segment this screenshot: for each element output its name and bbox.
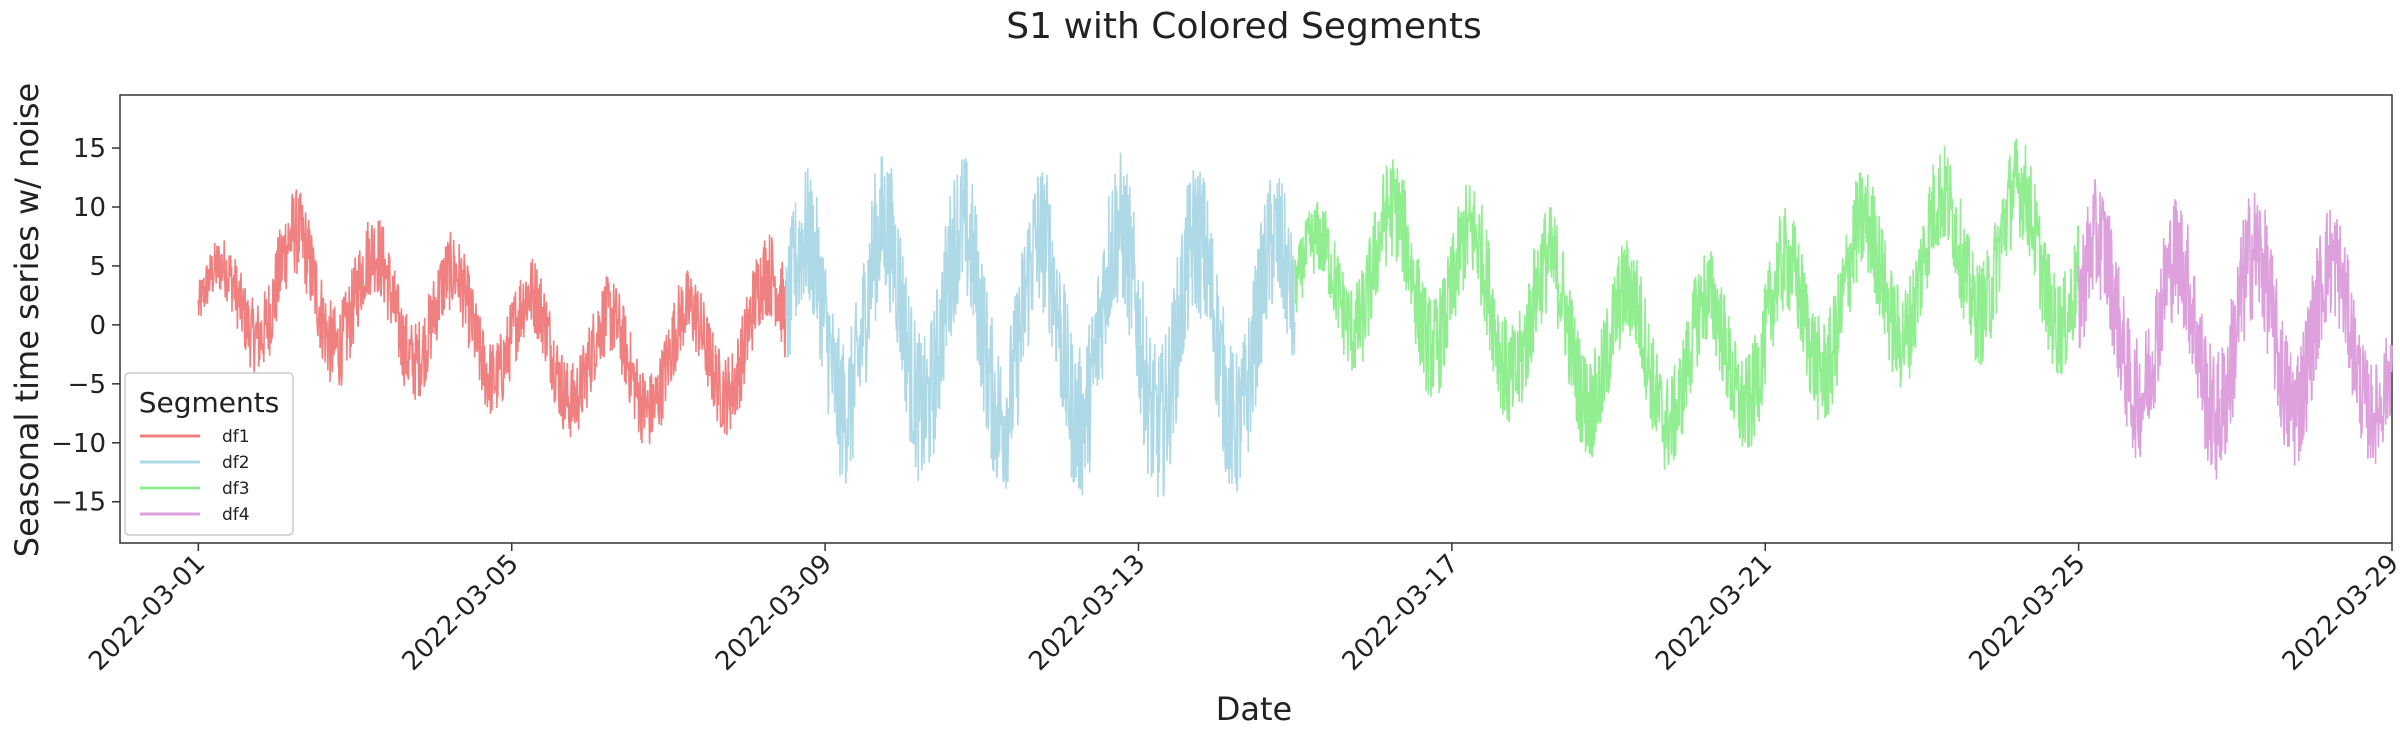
legend: Segments df1 df2 df3 df4 — [124, 372, 294, 536]
series-layer — [197, 138, 2393, 498]
series-line-df1 — [197, 189, 787, 444]
x-tick-label: 2022-03-09 — [710, 549, 838, 677]
legend-label-df1: df1 — [222, 427, 250, 447]
x-axis-ticks: 2022-03-01 2022-03-05 2022-03-09 2022-03-13… — [83, 543, 2400, 677]
x-tick-label: 2022-03-25 — [1964, 549, 2092, 677]
y-axis-ticks: −15 −10 −5 0 5 10 15 — [51, 134, 120, 518]
y-tick-label: 10 — [73, 193, 106, 223]
y-tick-label: −5 — [68, 370, 106, 400]
legend-label-df2: df2 — [222, 453, 250, 473]
legend-title: Segments — [139, 386, 280, 419]
y-tick-label: −10 — [51, 429, 106, 459]
x-axis-label: Date — [1216, 690, 1292, 728]
chart-title: S1 with Colored Segments — [1006, 6, 1481, 47]
series-line-df3 — [1294, 138, 2080, 470]
x-tick-label: 2022-03-05 — [397, 549, 525, 677]
legend-label-df3: df3 — [222, 479, 250, 499]
series-line-df4 — [2077, 179, 2393, 480]
x-tick-label: 2022-03-01 — [83, 549, 211, 677]
y-tick-label: 0 — [89, 311, 106, 341]
y-tick-label: 15 — [73, 134, 106, 164]
y-tick-label: −15 — [51, 488, 106, 518]
legend-box — [124, 372, 294, 536]
y-tick-label: 5 — [89, 252, 106, 282]
y-axis-label: Seasonal time series w/ noise — [8, 83, 46, 557]
x-tick-label: 2022-03-29 — [2277, 549, 2400, 677]
series-line-df2 — [785, 152, 1296, 498]
x-tick-label: 2022-03-21 — [1650, 549, 1778, 677]
x-tick-label: 2022-03-17 — [1337, 549, 1465, 677]
x-tick-label: 2022-03-13 — [1023, 549, 1151, 677]
legend-label-df4: df4 — [222, 505, 250, 525]
